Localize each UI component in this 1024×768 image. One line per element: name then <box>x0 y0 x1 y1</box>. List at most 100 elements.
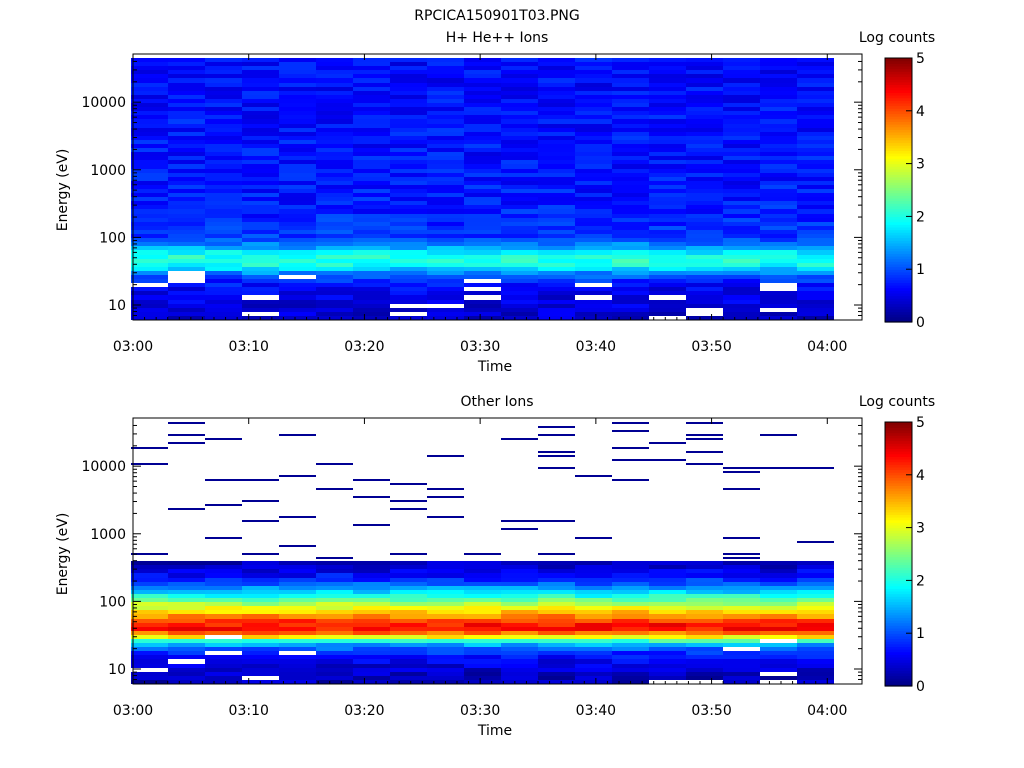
heatmap-cell <box>538 283 575 287</box>
heatmap-cell <box>131 103 168 107</box>
heatmap-cell <box>316 111 353 115</box>
heatmap-cell <box>427 291 464 295</box>
heatmap-cell <box>205 95 242 99</box>
heatmap-cell <box>427 668 464 672</box>
heatmap-cell <box>760 140 797 144</box>
heatmap-cell <box>279 209 316 214</box>
colorbar-segment <box>885 561 912 566</box>
heatmap-cell <box>353 169 390 173</box>
heatmap-cell <box>686 58 723 62</box>
colorbar-segment <box>885 76 912 80</box>
heatmap-cell <box>316 561 353 565</box>
heatmap-cell <box>538 520 575 522</box>
heatmap-cell <box>649 643 686 647</box>
heatmap-cell <box>612 193 649 197</box>
heatmap-cell <box>538 128 575 132</box>
heatmap-cell <box>464 250 501 255</box>
heatmap-cell <box>723 238 760 242</box>
heatmap-cell <box>390 655 427 659</box>
heatmap-cell <box>501 582 538 586</box>
heatmap-cell <box>316 255 353 259</box>
heatmap-cell <box>242 226 279 230</box>
heatmap-cell <box>316 295 353 300</box>
heatmap-cell <box>353 209 390 214</box>
heatmap-cell <box>464 136 501 140</box>
colorbar-segment <box>885 543 912 547</box>
heatmap-cell <box>242 66 279 70</box>
heatmap-cell <box>427 246 464 250</box>
heatmap-cell <box>168 635 205 639</box>
heatmap-cell <box>501 668 538 672</box>
heatmap-cell <box>649 246 686 250</box>
heatmap-cell <box>501 610 538 614</box>
heatmap-cell <box>427 209 464 214</box>
heatmap-cell <box>242 598 279 602</box>
heatmap-cell <box>131 308 168 312</box>
heatmap-cell <box>205 271 242 275</box>
colorbar-segment <box>885 593 912 597</box>
heatmap-cell <box>316 230 353 234</box>
colorbar-segment <box>885 614 912 618</box>
heatmap-cell <box>723 275 760 279</box>
heatmap-cell <box>168 140 205 144</box>
heatmap-cell <box>612 676 649 680</box>
colorbar-segment <box>885 155 912 159</box>
heatmap-cell <box>686 610 723 614</box>
heatmap-cell <box>686 87 723 91</box>
heatmap-cell <box>538 569 575 573</box>
heatmap-cell <box>242 479 279 481</box>
heatmap-cell <box>612 279 649 283</box>
heatmap-cell <box>686 619 723 623</box>
heatmap-cell <box>575 107 612 111</box>
heatmap-cell <box>205 246 242 250</box>
heatmap-cell <box>390 668 427 672</box>
heatmap-cell <box>723 586 760 590</box>
heatmap-cell <box>464 312 501 316</box>
heatmap-cell <box>353 582 390 586</box>
heatmap-cell <box>501 672 538 676</box>
heatmap-cell <box>242 128 279 132</box>
heatmap-cell <box>390 91 427 95</box>
heatmap-cell <box>168 565 205 569</box>
heatmap-cell <box>353 283 390 287</box>
heatmap-cell <box>390 95 427 99</box>
heatmap-cell <box>464 103 501 107</box>
heatmap-cell <box>242 279 279 283</box>
heatmap-cell <box>390 99 427 103</box>
heatmap-cell <box>501 308 538 312</box>
heatmap-cell <box>575 279 612 283</box>
heatmap-cell <box>168 169 205 173</box>
heatmap-cell <box>575 201 612 205</box>
heatmap-cell <box>760 87 797 91</box>
heatmap-cell <box>390 87 427 91</box>
heatmap-cell <box>760 606 797 610</box>
heatmap-cell <box>575 132 612 136</box>
heatmap-cell <box>760 312 797 316</box>
colorbar-segment <box>885 200 912 204</box>
heatmap-cell <box>390 209 427 214</box>
heatmap-cell <box>501 271 538 275</box>
heatmap-cell <box>464 582 501 586</box>
heatmap-cell <box>279 115 316 119</box>
heatmap-cell <box>723 610 760 614</box>
heatmap-cell <box>390 308 427 312</box>
heatmap-cell <box>501 111 538 115</box>
colorbar-segment <box>885 667 912 671</box>
heatmap-cell <box>575 664 612 668</box>
heatmap-cell <box>316 181 353 185</box>
heatmap-cell <box>575 291 612 295</box>
heatmap-cell <box>575 197 612 201</box>
heatmap-cell <box>205 647 242 651</box>
colorbar-segment <box>885 590 912 595</box>
heatmap-cell <box>279 230 316 234</box>
heatmap-cell <box>279 152 316 156</box>
colorbar-segment <box>885 672 912 677</box>
heatmap-cell <box>353 193 390 197</box>
colorbar-segment <box>885 490 912 494</box>
heatmap-cell <box>797 659 834 664</box>
heatmap-cell <box>686 222 723 226</box>
heatmap-cell <box>686 287 723 291</box>
heatmap-cell <box>760 242 797 246</box>
heatmap-cell <box>501 267 538 271</box>
colorbar-segment <box>885 303 912 307</box>
